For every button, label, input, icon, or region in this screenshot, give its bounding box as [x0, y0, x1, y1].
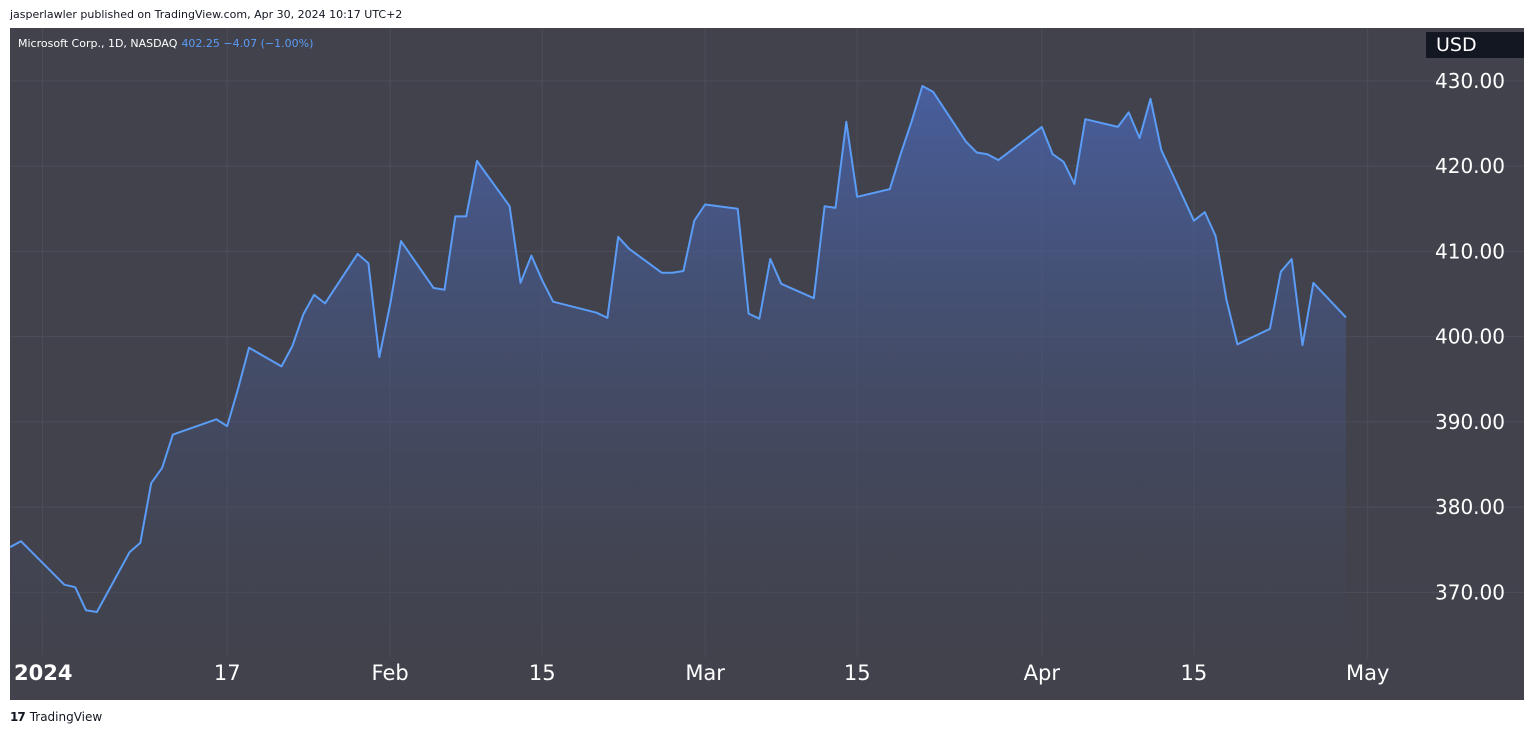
currency-badge[interactable]: USD: [1426, 32, 1524, 58]
price-series-line[interactable]: [10, 85, 1347, 613]
last-price-quote: 402.25 −4.07 (−1.00%): [181, 37, 314, 50]
x-tick-label: 2024: [14, 661, 72, 685]
symbol-legend: Microsoft Corp., 1D, NASDAQ 402.25 −4.07 …: [18, 37, 313, 50]
y-tick-label: 430.00: [1435, 69, 1505, 93]
x-tick-label: May: [1346, 661, 1389, 685]
price-chart[interactable]: 2024 17 Feb 15 Mar 15 Apr 15 May 430.00 420.00 410…: [10, 28, 1524, 700]
publisher-line: jasperlawler published on TradingView.co…: [10, 8, 403, 21]
y-tick-label: 410.00: [1435, 239, 1505, 263]
y-tick-label: 390.00: [1435, 410, 1505, 434]
tradingview-logo-icon: 17: [10, 710, 26, 724]
x-tick-label: 15: [844, 661, 871, 685]
y-tick-label: 380.00: [1435, 495, 1505, 519]
price-area-fill: [10, 86, 1346, 658]
x-tick-label: Mar: [685, 661, 725, 685]
x-tick-label: 15: [1181, 661, 1208, 685]
x-tick-label: Apr: [1024, 661, 1061, 685]
chart-panel[interactable]: 2024 17 Feb 15 Mar 15 Apr 15 May 430.00 420.00 410…: [10, 28, 1524, 700]
y-tick-label: 420.00: [1435, 154, 1505, 178]
symbol-name: Microsoft Corp., 1D, NASDAQ: [18, 37, 178, 50]
x-tick-label: Feb: [372, 661, 409, 685]
x-tick-label: 15: [529, 661, 556, 685]
tradingview-footer[interactable]: 17 TradingView: [10, 710, 102, 724]
y-tick-label: 400.00: [1435, 325, 1505, 349]
x-tick-label: 17: [214, 661, 241, 685]
y-tick-label: 370.00: [1435, 580, 1505, 604]
brand-name: TradingView: [29, 710, 103, 724]
